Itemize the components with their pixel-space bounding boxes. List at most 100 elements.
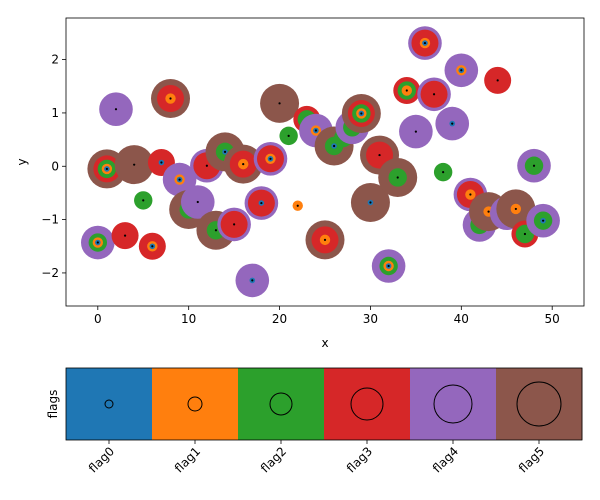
flag-size-marker-flag1 bbox=[187, 396, 203, 412]
point-center-dot bbox=[460, 69, 463, 72]
x-tick-label: 20 bbox=[272, 312, 287, 326]
flags-colorbar: flag0 flag1 flag2 flag3 flag4 flag5 flags bbox=[46, 367, 583, 475]
flag-tick-label: flag2 bbox=[258, 444, 289, 475]
flag-cell-flag2 bbox=[238, 368, 325, 440]
scatter-point bbox=[341, 93, 381, 133]
scatter-point bbox=[279, 126, 298, 146]
scatter-y-axis-label: y bbox=[15, 158, 29, 165]
point-center-dot bbox=[514, 207, 517, 211]
point-center-dot bbox=[123, 234, 127, 237]
point-center-dot bbox=[378, 153, 381, 157]
scatter-point bbox=[151, 79, 191, 119]
scatter-point bbox=[517, 148, 551, 183]
scatter-point bbox=[134, 191, 153, 210]
scatter-point bbox=[350, 183, 390, 223]
scatter-point bbox=[223, 144, 263, 184]
scatter-plot: 0 10 20 30 40 50 −2 −1 0 1 2 x y bbox=[15, 17, 585, 350]
flag-size-marker-flag0 bbox=[104, 399, 114, 409]
flag-cell-flag0 bbox=[66, 368, 153, 440]
scatter-point bbox=[393, 77, 421, 105]
scatter-point bbox=[260, 83, 300, 123]
scatter-axes-frame bbox=[65, 17, 585, 307]
scatter-point bbox=[99, 92, 133, 126]
point-center-dot bbox=[542, 219, 545, 222]
flags-y-axis-label: flags bbox=[46, 390, 60, 419]
x-tick-label: 10 bbox=[181, 312, 196, 326]
scatter-point bbox=[417, 77, 451, 112]
point-center-dot bbox=[178, 178, 181, 181]
scatter-y-ticks: −2 −1 0 1 2 bbox=[41, 53, 66, 280]
point-center-dot bbox=[414, 130, 417, 133]
point-center-dot bbox=[314, 129, 318, 132]
scatter-point bbox=[114, 145, 154, 185]
point-center-dot bbox=[151, 245, 154, 248]
flag-size-marker-flag2 bbox=[269, 392, 293, 416]
y-tick-label: 2 bbox=[51, 53, 59, 67]
y-tick-label: −1 bbox=[41, 213, 59, 227]
flag-cell-flag3 bbox=[324, 368, 411, 440]
point-center-dot bbox=[133, 163, 136, 166]
point-center-dot bbox=[523, 232, 527, 236]
scatter-point bbox=[138, 232, 166, 260]
scatter-point bbox=[180, 185, 215, 219]
point-center-dot bbox=[387, 264, 390, 268]
scatter-point bbox=[444, 53, 479, 88]
point-center-dot bbox=[360, 112, 363, 115]
scatter-x-ticks: 0 10 20 30 40 50 bbox=[94, 306, 560, 326]
point-center-dot bbox=[423, 41, 427, 45]
point-center-dot bbox=[269, 157, 272, 160]
scatter-point bbox=[526, 203, 560, 238]
point-center-dot bbox=[242, 163, 245, 166]
scatter-points bbox=[81, 26, 560, 298]
point-center-dot bbox=[142, 199, 145, 202]
point-center-dot bbox=[196, 200, 199, 204]
point-center-dot bbox=[205, 164, 208, 167]
flag-cell-flag1 bbox=[152, 368, 239, 440]
point-center-dot bbox=[169, 97, 172, 100]
point-center-dot bbox=[287, 134, 290, 137]
flags-cells bbox=[66, 368, 583, 440]
point-center-dot bbox=[442, 171, 445, 174]
point-center-dot bbox=[487, 210, 490, 213]
y-tick-label: 0 bbox=[51, 159, 59, 173]
scatter-x-axis-label: x bbox=[321, 336, 328, 350]
scatter-point bbox=[235, 263, 270, 298]
point-center-dot bbox=[278, 102, 281, 105]
scatter-point bbox=[217, 207, 251, 242]
point-center-dot bbox=[260, 201, 263, 205]
scatter-point bbox=[81, 225, 115, 260]
scatter-point bbox=[435, 106, 470, 141]
scatter-point bbox=[511, 220, 539, 248]
point-center-dot bbox=[469, 193, 472, 196]
point-center-dot bbox=[214, 229, 218, 232]
point-center-dot bbox=[96, 241, 99, 244]
point-center-dot bbox=[114, 108, 118, 111]
flag-tick-label: flag4 bbox=[430, 444, 461, 475]
point-center-dot bbox=[451, 122, 454, 125]
scatter-point bbox=[408, 26, 442, 60]
scatter-point bbox=[433, 162, 453, 182]
y-tick-label: 1 bbox=[51, 106, 59, 120]
scatter-point bbox=[244, 186, 279, 220]
point-center-dot bbox=[233, 223, 236, 226]
scatter-point bbox=[292, 200, 303, 211]
flag-cell-flag4 bbox=[410, 368, 497, 440]
scatter-point bbox=[484, 66, 512, 94]
scatter-point bbox=[305, 220, 345, 260]
flag-tick-label: flag3 bbox=[344, 444, 375, 475]
flag-tick-label: flag5 bbox=[516, 444, 547, 475]
flag-size-marker-flag4 bbox=[433, 384, 473, 424]
flag-tick-label: flag1 bbox=[172, 444, 203, 475]
point-center-dot bbox=[105, 167, 108, 171]
x-tick-label: 40 bbox=[454, 312, 469, 326]
point-center-dot bbox=[160, 161, 163, 164]
point-center-dot bbox=[432, 93, 436, 96]
point-center-dot bbox=[296, 204, 299, 207]
scatter-point bbox=[378, 157, 418, 197]
flags-axes-frame bbox=[65, 367, 583, 441]
point-center-dot bbox=[323, 238, 327, 241]
point-center-dot bbox=[223, 150, 227, 153]
x-tick-label: 30 bbox=[363, 312, 378, 326]
point-center-dot bbox=[532, 164, 536, 167]
